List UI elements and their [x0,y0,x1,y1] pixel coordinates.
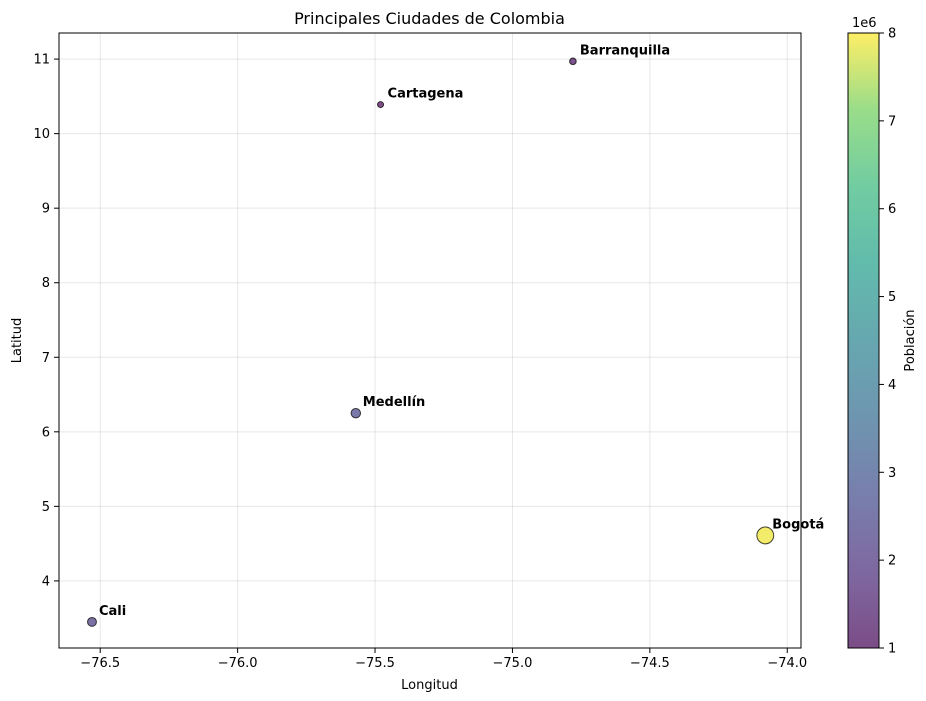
city-label: Cali [99,604,126,619]
y-axis-label: Latitud [10,318,25,364]
y-axis-ticks: 4 5 6 7 8 9 10 11 [33,53,59,589]
colorbar-tick-label: 6 [888,202,896,217]
colorbar-tick-label: 5 [888,290,896,305]
city-label: Barranquilla [580,43,670,58]
colorbar-tick-label: 4 [888,378,896,393]
y-tick-label: 8 [42,276,50,291]
colorbar-label: Población [903,309,918,371]
plot-frame [58,32,802,649]
data-points [87,57,775,627]
city-label: Cartagena [388,87,464,102]
y-tick-label: 5 [42,500,50,515]
y-tick-label: 11 [33,53,50,68]
city-point [87,616,97,627]
x-tick-label: −76.0 [218,656,258,671]
colorbar-ticks: 1 2 3 4 5 6 7 8 [879,27,896,657]
city-point [569,57,577,66]
colorbar-tick-label: 2 [888,554,896,569]
y-tick-label: 6 [42,425,50,440]
colorbar-tick-label: 8 [888,27,896,42]
y-tick-label: 4 [42,574,50,589]
x-tick-label: −76.5 [80,656,120,671]
colorbar-offset-text: 1e6 [852,16,877,31]
y-tick-label: 9 [42,202,50,217]
colorbar-tick-label: 1 [888,642,896,657]
x-tick-label: −74.5 [630,656,670,671]
chart-title: Principales Ciudades de Colombia [294,9,565,28]
grid-lines [59,33,801,648]
city-point [350,407,362,419]
y-tick-label: 10 [33,127,50,142]
city-point [756,526,775,545]
colorbar [847,32,880,649]
x-axis-label: Longitud [401,678,458,693]
x-tick-label: −75.5 [355,656,395,671]
city-label: Medellín [363,395,426,410]
x-tick-label: −74.0 [767,656,807,671]
x-axis-ticks: −76.5 −76.0 −75.5 −75.0 −74.5 −74.0 [80,648,807,671]
colorbar-tick-label: 7 [888,114,896,129]
y-tick-label: 7 [42,351,50,366]
colorbar-tick-label: 3 [888,466,896,481]
x-tick-label: −75.0 [493,656,533,671]
point-labels: Bogotá Medellín Cali Barranquilla Cartagena [99,43,824,619]
city-label: Bogotá [772,517,824,532]
city-point [377,101,385,109]
